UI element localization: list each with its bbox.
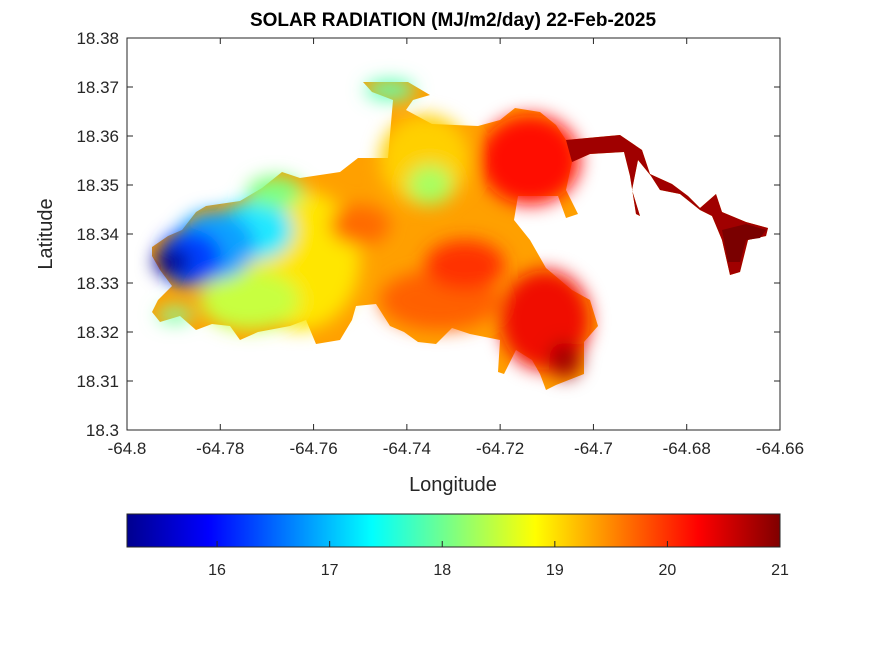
- field-red-northeast: [480, 115, 580, 205]
- x-axis-ticks: -64.8 -64.78 -64.76 -64.74 -64.72 -64.7 -64.68…: [108, 38, 804, 458]
- colorbar-tick-label: 16: [208, 562, 226, 579]
- colorbar-tick-label: 18: [433, 562, 451, 579]
- x-tick-label: -64.78: [196, 439, 244, 458]
- field-green-northwest: [247, 176, 303, 208]
- value-blobs: [154, 80, 590, 378]
- field-cyan-north: [365, 80, 415, 100]
- colorbar-ticks: 16 17 18 19 20 21: [208, 541, 789, 579]
- heatmap-field: [152, 80, 768, 390]
- y-tick-label: 18.35: [76, 176, 119, 195]
- field-yellowgreen-west: [200, 270, 300, 330]
- x-tick-label: -64.74: [383, 439, 431, 458]
- y-tick-label: 18.38: [76, 29, 119, 48]
- colorbar-tick-label: 19: [546, 562, 564, 579]
- y-axis-label: Latitude: [35, 198, 57, 269]
- field-red-east-center: [425, 240, 505, 290]
- x-axis-label: Longitude: [409, 474, 497, 496]
- chart-title: SOLAR RADIATION (MJ/m2/day) 22-Feb-2025: [250, 10, 657, 31]
- x-tick-label: -64.68: [663, 439, 711, 458]
- field-darkred-east-tail: [566, 135, 768, 275]
- colorbar-tick-label: 21: [771, 562, 789, 579]
- y-tick-label: 18.37: [76, 78, 119, 97]
- y-tick-label: 18.3: [86, 421, 119, 440]
- colorbar-tick-label: 20: [659, 562, 677, 579]
- x-tick-label: -64.8: [108, 439, 147, 458]
- y-tick-label: 18.32: [76, 323, 119, 342]
- x-tick-label: -64.72: [476, 439, 524, 458]
- x-tick-label: -64.76: [289, 439, 337, 458]
- y-axis-ticks: 18.3 18.31 18.32 18.33 18.34 18.35 18.36 18.37 1…: [76, 29, 780, 440]
- y-tick-label: 18.31: [76, 372, 119, 391]
- y-tick-label: 18.36: [76, 127, 119, 146]
- y-tick-label: 18.33: [76, 274, 119, 293]
- colorbar: [126, 513, 781, 548]
- x-tick-label: -64.66: [756, 439, 804, 458]
- field-darkred-southeast: [549, 342, 581, 378]
- x-tick-label: -64.7: [574, 439, 613, 458]
- field-darkred-east-tip: [722, 224, 766, 262]
- field-orange-center: [330, 205, 390, 245]
- field-green-north: [408, 165, 452, 205]
- field-green-southwest: [157, 307, 193, 323]
- colorbar-tick-label: 17: [321, 562, 339, 579]
- field-navy-west: [154, 248, 190, 276]
- y-tick-label: 18.34: [76, 225, 119, 244]
